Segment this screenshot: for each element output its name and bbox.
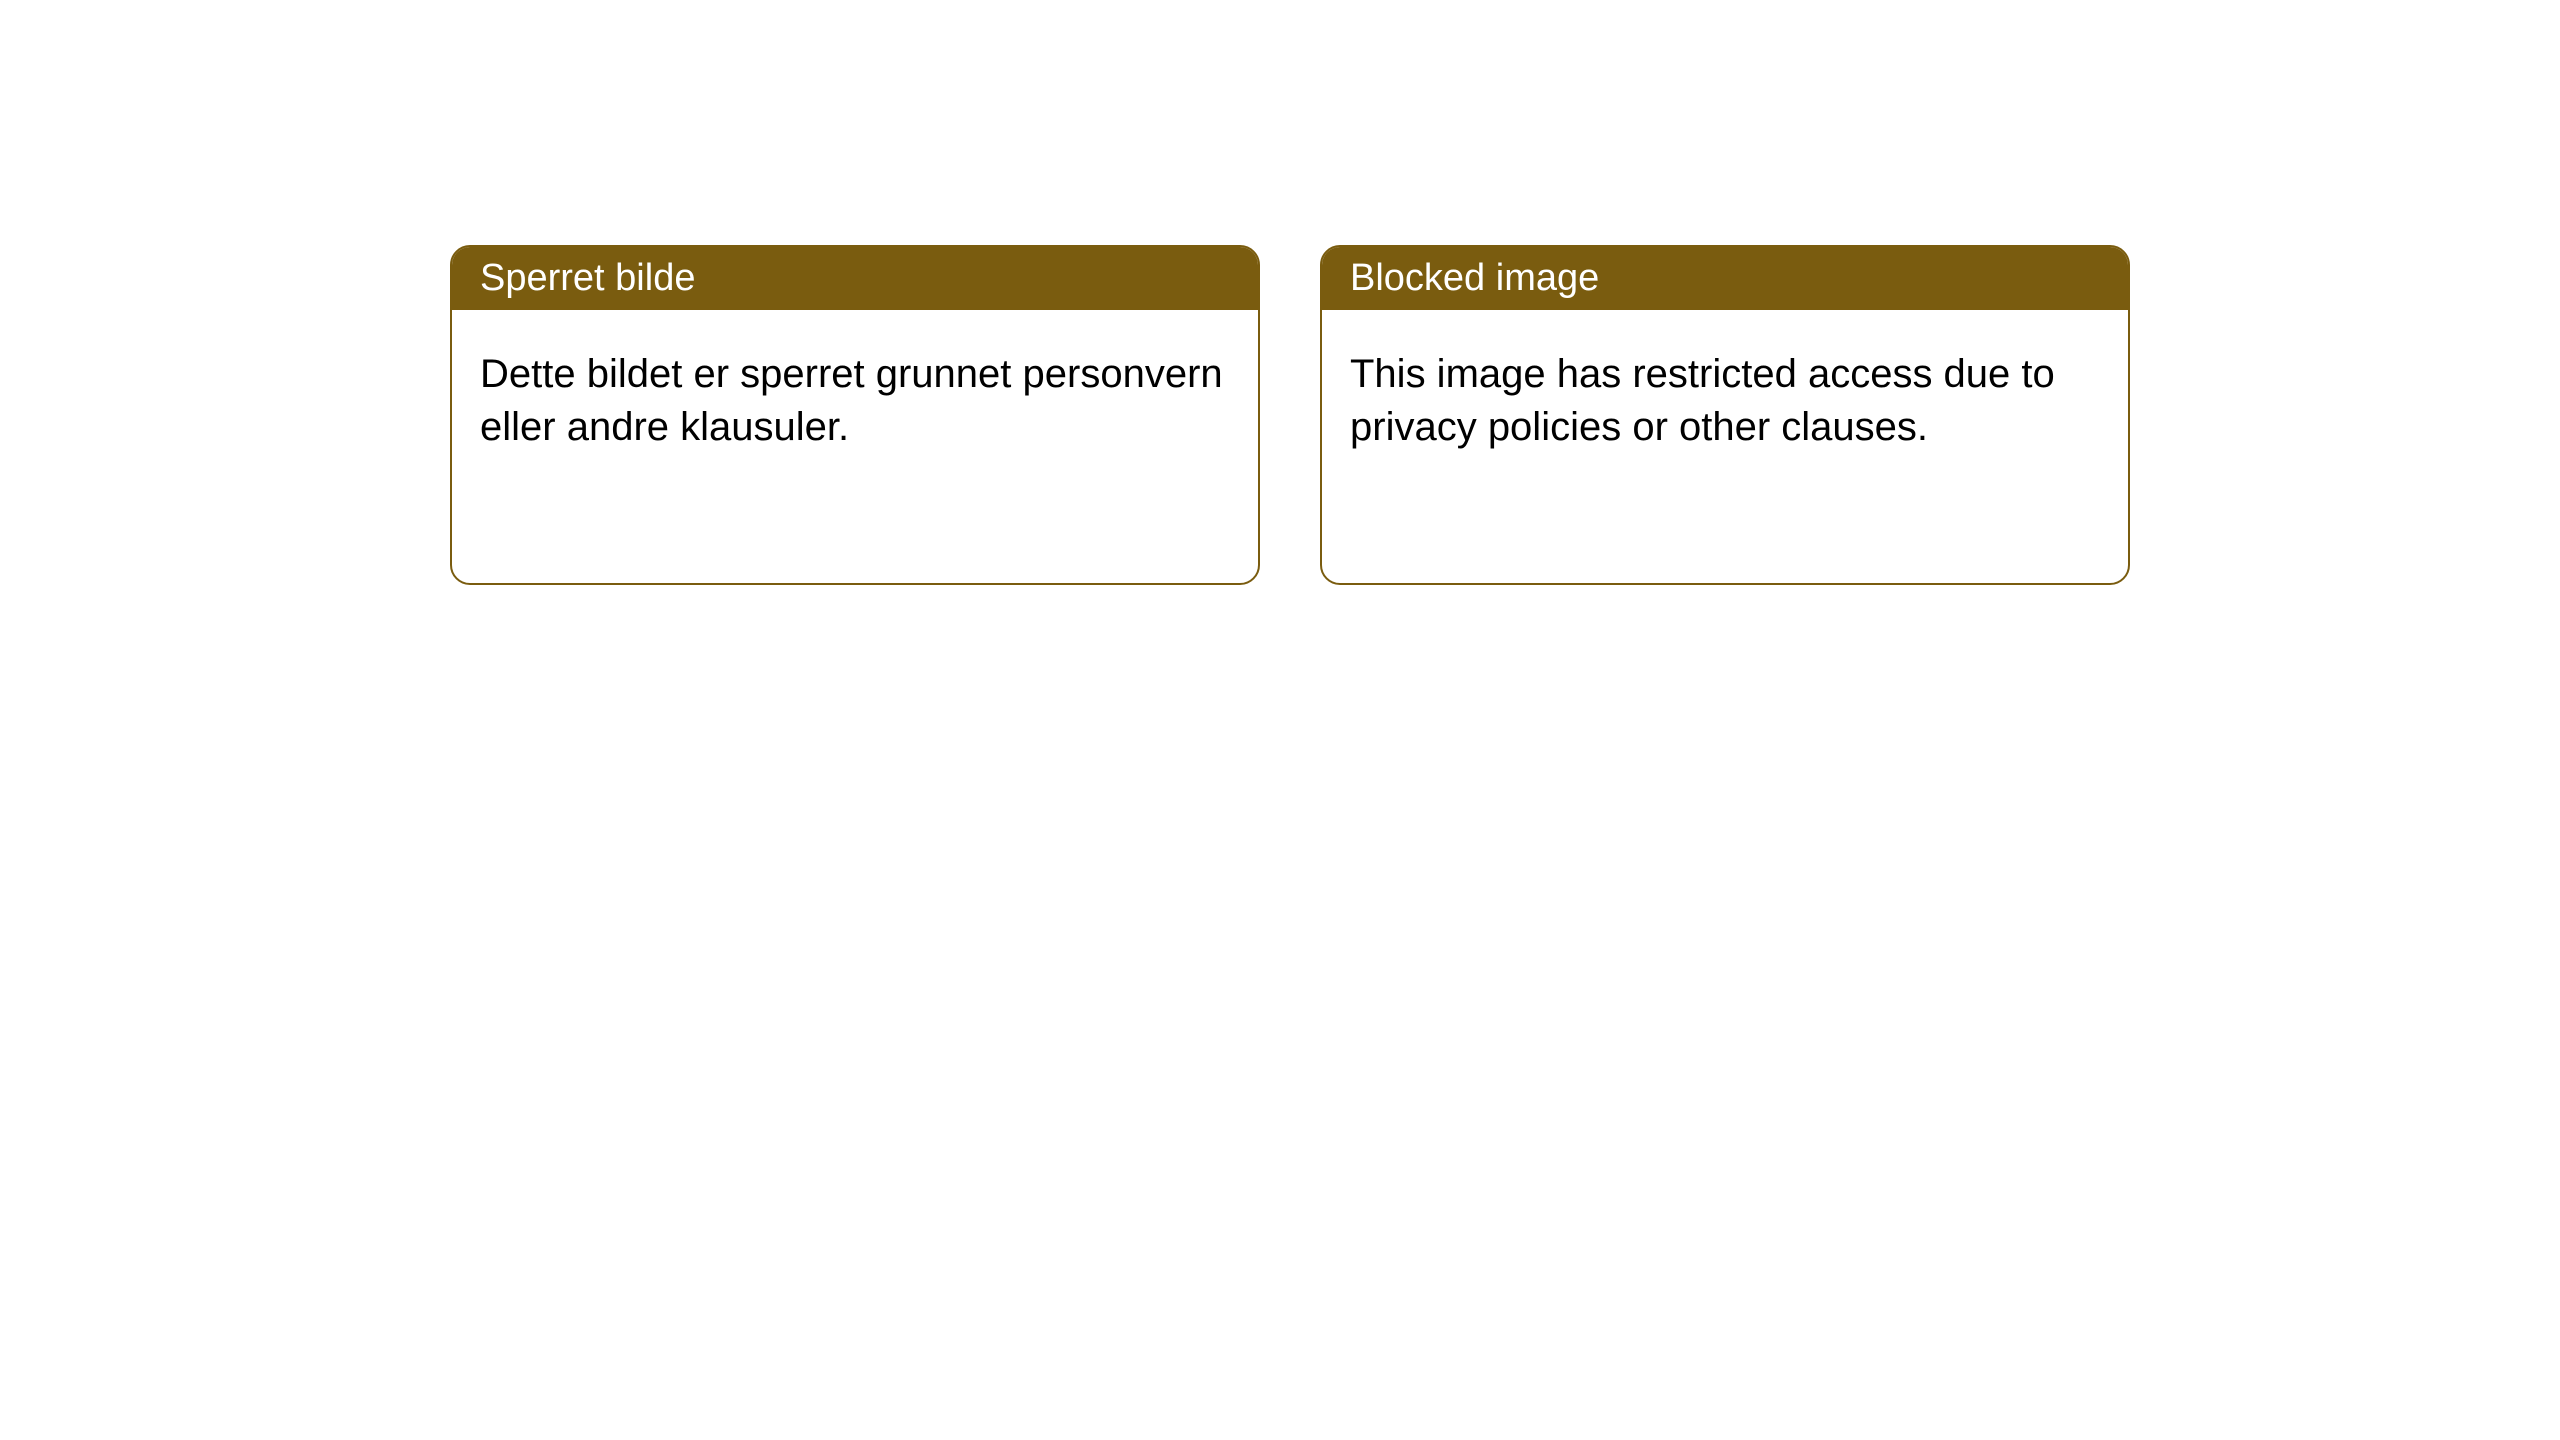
card-body-text: This image has restricted access due to … [1350,352,2055,449]
card-header: Blocked image [1322,247,2128,310]
blocked-image-card-english: Blocked image This image has restricted … [1320,245,2130,585]
card-header: Sperret bilde [452,247,1258,310]
cards-container: Sperret bilde Dette bildet er sperret gr… [0,0,2560,585]
card-body-text: Dette bildet er sperret grunnet personve… [480,352,1223,449]
card-title: Blocked image [1350,257,1599,299]
card-title: Sperret bilde [480,257,695,299]
card-body: This image has restricted access due to … [1322,310,2128,492]
blocked-image-card-norwegian: Sperret bilde Dette bildet er sperret gr… [450,245,1260,585]
card-body: Dette bildet er sperret grunnet personve… [452,310,1258,492]
